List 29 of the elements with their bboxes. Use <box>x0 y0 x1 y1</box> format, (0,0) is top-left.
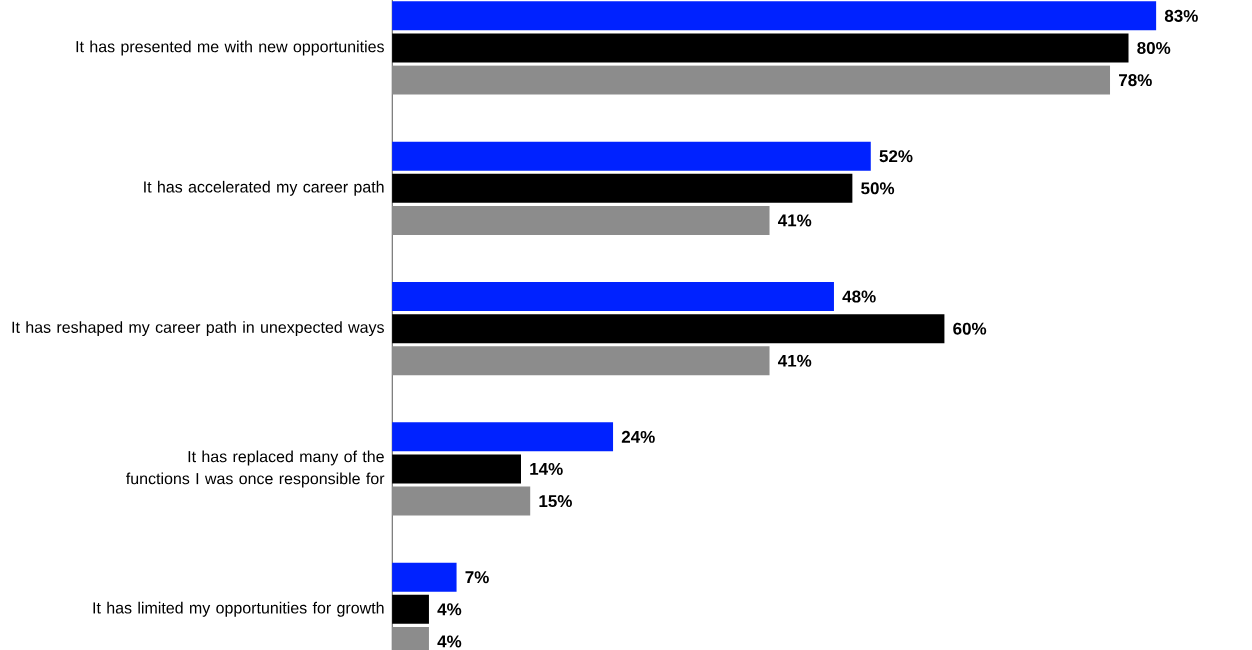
data-label: 24% <box>621 430 655 443</box>
data-label: 78% <box>1119 74 1152 87</box>
bar <box>392 486 531 516</box>
data-label: 48% <box>842 290 876 303</box>
y-tick-label: It has reshaped my career path in unexpected ways <box>12 321 384 337</box>
data-label: 41% <box>777 354 812 367</box>
data-label: 4% <box>437 635 462 648</box>
data-label: 15% <box>539 495 572 508</box>
y-tick-label: It has presented me with new opportunities <box>76 40 384 56</box>
bar <box>392 205 770 235</box>
y-tick-label: It has accelerated my career path <box>144 180 384 196</box>
data-label: 4% <box>437 603 462 616</box>
data-label: 83% <box>1164 9 1198 22</box>
data-label: 50% <box>861 182 895 195</box>
bar <box>392 562 457 592</box>
bar <box>392 141 871 171</box>
data-label: 52% <box>879 150 913 163</box>
data-label: 41% <box>777 214 812 227</box>
data-label: 80% <box>1137 41 1171 55</box>
bar <box>392 346 770 376</box>
bar <box>392 422 614 452</box>
bar <box>392 65 1111 95</box>
y-tick-label: It has limited my opportunities for growth <box>93 601 384 617</box>
data-label: 14% <box>530 462 563 475</box>
y-tick-label: It has replaced many of the functions I was once responsible for <box>126 450 385 488</box>
data-label: 7% <box>465 571 489 584</box>
bar <box>392 282 834 312</box>
data-label: 60% <box>953 322 987 335</box>
bar <box>392 1 1157 31</box>
